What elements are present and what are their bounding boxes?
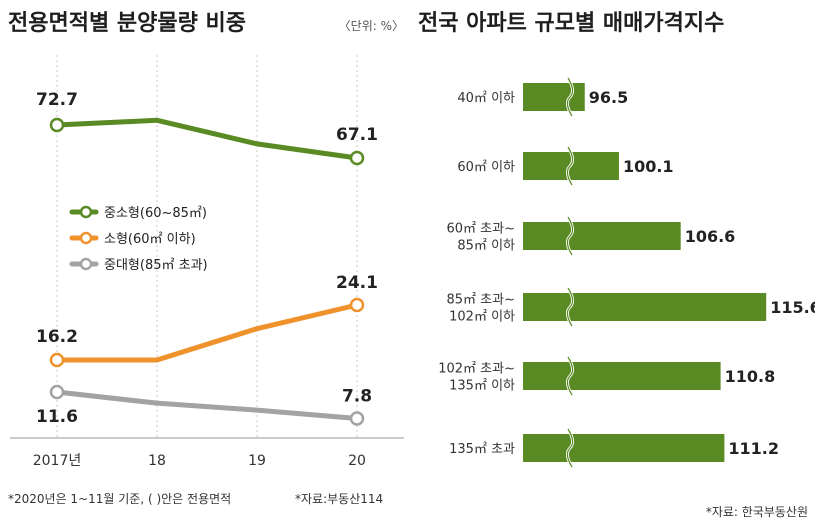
axis-break	[566, 77, 574, 117]
bar	[523, 83, 585, 111]
category-label: 60㎡ 초과~	[447, 222, 516, 237]
x-tick-label: 2017년	[33, 453, 82, 469]
legend-marker	[79, 257, 93, 271]
legend-label: 소형(60㎡ 이하)	[104, 232, 196, 247]
series-point	[49, 384, 65, 400]
x-tick-label: 20	[348, 453, 366, 469]
category-label: 85㎡ 초과~	[447, 293, 516, 308]
legend-label: 중소형(60~85㎡)	[104, 206, 207, 221]
data-label: 16.2	[36, 327, 78, 347]
category-label: 102㎡ 초과~	[438, 362, 515, 377]
category-label: 60㎡ 이하	[457, 160, 515, 175]
line-chart-title: 전용면적별 분양물량 비중	[8, 11, 246, 36]
line-chart-footnote: *2020년은 1~11월 기준, ( )안은 전용면적	[8, 492, 231, 506]
bar-value-label: 111.2	[728, 439, 779, 458]
data-label: 72.7	[36, 90, 78, 110]
series-line	[54, 302, 360, 363]
bar-value-label: 100.1	[623, 157, 674, 176]
series-line	[54, 117, 360, 161]
line-chart-series: 72.7 67.1 16.2 24.1 11.6 7.8	[36, 90, 378, 427]
category-label: 135㎡ 초과	[449, 442, 515, 457]
line-chart-legend: 중소형(60~85㎡) 소형(60㎡ 이하) 중대형(85㎡ 초과)	[69, 205, 208, 273]
axis-break	[566, 428, 574, 468]
series-point	[349, 411, 365, 426]
series-point	[349, 297, 365, 313]
axis-break	[566, 146, 574, 186]
category-label: 102㎡ 이하	[449, 310, 515, 325]
category-label: 85㎡ 이하	[457, 239, 515, 254]
x-tick-label: 19	[248, 453, 266, 469]
data-label: 7.8	[342, 386, 372, 406]
legend-marker	[79, 205, 93, 219]
bar-chart-source: *자료: 한국부동산원	[706, 505, 808, 519]
bar-chart-bars: 96.5 40㎡ 이하 100.1 60㎡ 이하 106.6 60㎡ 초과~ 85㎡ 이하 1…	[438, 77, 815, 468]
category-label: 135㎡ 이하	[449, 379, 515, 394]
data-label: 67.1	[336, 125, 378, 145]
line-chart-x-ticks: 2017년 18 19 20	[33, 453, 366, 469]
axis-break	[566, 356, 574, 396]
axis-break	[566, 216, 574, 256]
category-label: 40㎡ 이하	[457, 91, 515, 106]
series-point	[49, 117, 65, 133]
legend-label: 중대형(85㎡ 초과)	[104, 258, 208, 273]
line-chart-unit: 〈단위: %〉	[339, 19, 404, 33]
series-point	[349, 150, 365, 166]
bar	[523, 293, 767, 321]
legend-marker	[79, 231, 93, 245]
data-label: 24.1	[336, 273, 378, 293]
line-chart-gridlines	[56, 55, 358, 438]
bar-value-label: 106.6	[685, 227, 736, 246]
bar-value-label: 110.8	[725, 367, 776, 386]
bar	[523, 222, 681, 250]
axis-break	[566, 287, 574, 327]
data-label: 11.6	[36, 407, 78, 427]
line-chart-source: *자료:부동산114	[295, 492, 383, 506]
bar	[523, 434, 725, 462]
series-point	[49, 352, 65, 368]
x-tick-label: 18	[148, 453, 166, 469]
bar-chart-title: 전국 아파트 규모별 매매가격지수	[418, 11, 724, 36]
bar-value-label: 115.6	[770, 298, 815, 317]
bar	[523, 362, 721, 390]
bar-value-label: 96.5	[589, 88, 628, 107]
series-line	[54, 389, 360, 421]
